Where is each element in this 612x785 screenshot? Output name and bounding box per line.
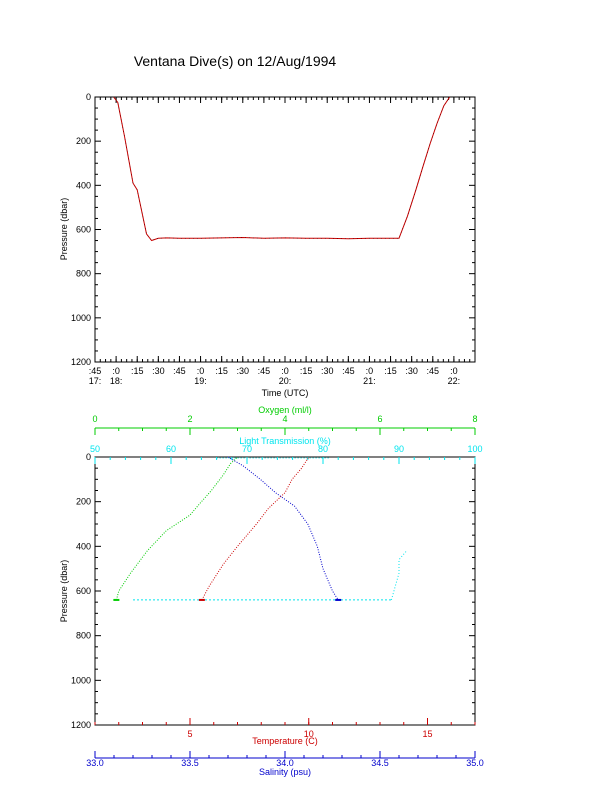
axis-tick-label: 6 bbox=[377, 414, 382, 424]
profile-ylabel: Pressure (dbar) bbox=[59, 560, 69, 623]
y-tick-label: 400 bbox=[76, 180, 91, 190]
time-series-x-axis: :45 :0 :15 :30 :45 :0 :15 :30 :45 :0 :15 :30 :45 :0 :1… bbox=[89, 97, 476, 386]
axis-tick-label: 8 bbox=[472, 414, 477, 424]
x-tick-label: :0 bbox=[197, 366, 205, 376]
profile-frame bbox=[94, 456, 476, 726]
y-tick-label: 600 bbox=[76, 225, 91, 235]
y-tick-label: 0 bbox=[86, 452, 91, 462]
x-tick-label: :45 bbox=[258, 366, 271, 376]
profile-points bbox=[227, 456, 339, 601]
y-tick-label: 1000 bbox=[71, 313, 91, 323]
y-tick-label: 0 bbox=[86, 92, 91, 102]
y-tick-label: 1200 bbox=[71, 357, 91, 367]
axis-label: Temperature (C) bbox=[252, 736, 318, 746]
x-tick-label: :45 bbox=[173, 366, 186, 376]
x-tick-label: :15 bbox=[384, 366, 397, 376]
hour-label: 19: bbox=[194, 376, 207, 386]
axis-tick-label: 90 bbox=[394, 444, 404, 454]
axis-tick-label: 70 bbox=[242, 444, 252, 454]
profile-points bbox=[115, 456, 238, 601]
time-series-ylabel: Pressure (dbar) bbox=[59, 198, 69, 261]
axis-tick-label: 5 bbox=[187, 729, 192, 739]
x-tick-label: :15 bbox=[131, 366, 144, 376]
x-tick-label: :30 bbox=[237, 366, 250, 376]
x-tick-label: :30 bbox=[152, 366, 165, 376]
axis-tick-label: 0 bbox=[92, 414, 97, 424]
x-tick-label: :45 bbox=[89, 366, 102, 376]
x-tick-label: :45 bbox=[342, 366, 355, 376]
pressure-line bbox=[113, 96, 451, 242]
y-tick-label: 600 bbox=[76, 586, 91, 596]
light-plume-points bbox=[390, 550, 407, 601]
x-tick-label: :0 bbox=[450, 366, 458, 376]
time-series-y-axis: 0 200 400 600 800 1000 1200 bbox=[71, 92, 475, 367]
axis-tick-label: 4 bbox=[282, 414, 287, 424]
axis-tick-label: 33.0 bbox=[86, 758, 104, 768]
axis-tick-label: 34.5 bbox=[371, 758, 389, 768]
hour-label: 21: bbox=[363, 376, 376, 386]
x-tick-label: :0 bbox=[281, 366, 289, 376]
axis-tick-label: 80 bbox=[318, 444, 328, 454]
y-tick-label: 800 bbox=[76, 631, 91, 641]
profile-points bbox=[201, 456, 310, 601]
pressure-line-shadow bbox=[113, 96, 450, 241]
y-tick-label: 200 bbox=[76, 497, 91, 507]
axis-tick-label: 33.5 bbox=[181, 758, 199, 768]
x-tick-label: :0 bbox=[112, 366, 120, 376]
axis-tick-label: 100 bbox=[467, 444, 482, 454]
chart-title: Ventana Dive(s) on 12/Aug/1994 bbox=[134, 53, 337, 69]
axis-tick-label: 34.0 bbox=[276, 758, 294, 768]
x-tick-label: :30 bbox=[321, 366, 334, 376]
axis-label: Oxygen (ml/l) bbox=[258, 405, 312, 415]
x-tick-label: :0 bbox=[366, 366, 374, 376]
axis-tick-label: 60 bbox=[166, 444, 176, 454]
profile-y-axis: 0 200 400 600 800 1000 1200 bbox=[71, 452, 475, 730]
y-tick-label: 1200 bbox=[71, 720, 91, 730]
axis-tick-label: 35.0 bbox=[466, 758, 484, 768]
y-tick-label: 400 bbox=[76, 541, 91, 551]
y-tick-label: 1000 bbox=[71, 675, 91, 685]
axis-tick-label: 10 bbox=[304, 729, 314, 739]
y-tick-label: 200 bbox=[76, 136, 91, 146]
x-tick-label: :45 bbox=[427, 366, 440, 376]
time-series-frame bbox=[94, 96, 476, 363]
x-tick-label: :15 bbox=[215, 366, 228, 376]
axis-tick-label: 2 bbox=[187, 414, 192, 424]
axis-label: Salinity (psu) bbox=[259, 767, 311, 777]
y-tick-label: 800 bbox=[76, 269, 91, 279]
hour-label: 22: bbox=[448, 376, 461, 386]
x-tick-label: :30 bbox=[405, 366, 418, 376]
hour-label: 20: bbox=[279, 376, 292, 386]
axis-tick-label: 15 bbox=[422, 729, 432, 739]
axis-tick-label: 50 bbox=[90, 444, 100, 454]
axis-label: Light Transmission (%) bbox=[239, 436, 331, 446]
x-tick-label: :15 bbox=[300, 366, 313, 376]
time-series-lines bbox=[113, 96, 451, 242]
profile-points bbox=[113, 456, 407, 601]
hour-label: 17: bbox=[89, 376, 102, 386]
time-series-xlabel: Time (UTC) bbox=[262, 388, 309, 398]
hour-label: 18: bbox=[110, 376, 123, 386]
